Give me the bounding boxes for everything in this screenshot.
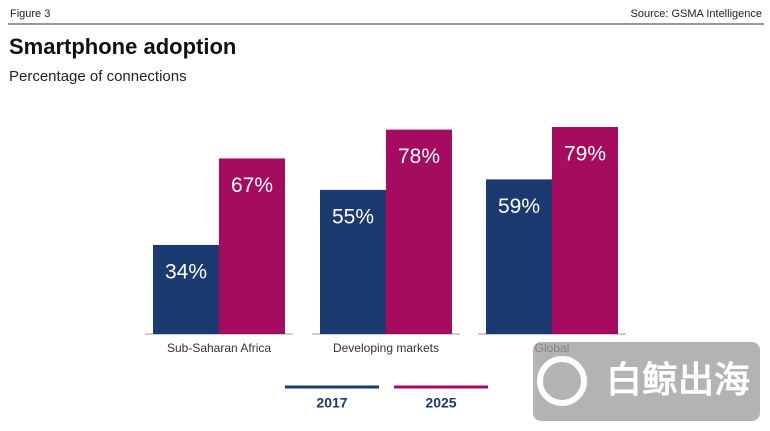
bar [153, 244, 219, 334]
bar [552, 127, 618, 334]
value-label: 67% [231, 174, 273, 197]
value-label: 34% [165, 260, 207, 283]
figure-label: Figure 3 [10, 8, 50, 20]
chart-subtitle: Percentage of connections [9, 68, 187, 85]
chart-title: Smartphone adoption [9, 34, 236, 59]
value-label: 59% [498, 195, 540, 218]
legend-label: 2017 [316, 395, 347, 411]
watermark-logo [537, 356, 587, 406]
bar [386, 129, 452, 334]
bar [320, 189, 386, 334]
bar [486, 179, 552, 334]
x-tick-label: Developing markets [333, 341, 439, 355]
value-label: 79% [564, 143, 606, 166]
legend-label: 2025 [425, 395, 456, 411]
x-tick-label: Sub-Saharan Africa [167, 341, 271, 355]
watermark-text: 白鲸出海 [606, 360, 750, 401]
watermark-box [533, 342, 760, 421]
value-label: 55% [332, 205, 374, 228]
source: Source: GSMA Intelligence [631, 8, 762, 20]
value-label: 78% [398, 145, 440, 168]
watermark: 白鲸出海 [533, 342, 760, 421]
bar [219, 158, 285, 334]
